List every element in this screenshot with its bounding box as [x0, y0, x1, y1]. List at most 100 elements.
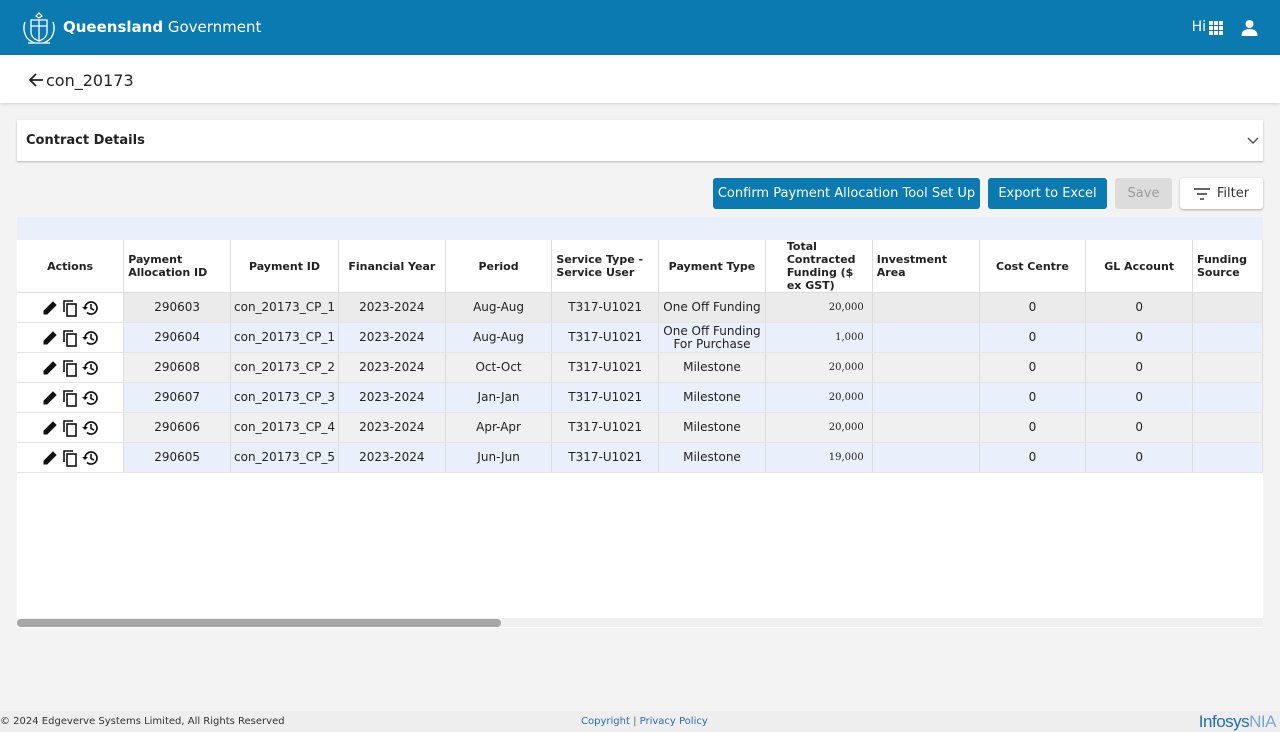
cell-financial-year: 2023-2024: [338, 412, 446, 443]
col-header-payment-id[interactable]: Payment ID: [230, 240, 339, 293]
horizontal-scrollbar-track[interactable]: [17, 618, 1263, 627]
cell-financial-year: 2023-2024: [338, 322, 446, 353]
history-icon[interactable]: [81, 419, 99, 437]
cell-allocation-id: 290603: [123, 292, 231, 323]
col-header-allocation-id[interactable]: Payment Allocation ID: [123, 240, 231, 293]
col-header-period[interactable]: Period: [445, 240, 553, 293]
cell-period: Oct-Oct: [445, 352, 553, 383]
horizontal-scrollbar-thumb[interactable]: [17, 619, 501, 627]
history-icon[interactable]: [81, 389, 99, 407]
chevron-down-icon: [1247, 137, 1259, 145]
edit-icon[interactable]: [41, 359, 59, 377]
user-greeting: Hi: [1191, 19, 1206, 35]
cell-funding-source: [1192, 442, 1263, 473]
page-title: con_20173: [46, 71, 134, 90]
cell-service: T317-U1021: [551, 292, 660, 323]
cell-investment-area: [872, 322, 980, 353]
cell-service: T317-U1021: [551, 442, 660, 473]
col-header-service[interactable]: Service Type - Service User: [551, 240, 660, 293]
cell-service: T317-U1021: [551, 412, 660, 443]
cell-gl-account: 0: [1085, 352, 1193, 383]
col-header-actions[interactable]: Actions: [17, 240, 125, 293]
cell-funding-source: [1192, 352, 1263, 383]
table-row[interactable]: 290606 con_20173_CP_4 2023-2024 Apr-Apr T317…: [17, 412, 1263, 443]
footer: © 2024 Edgeverve Systems Limited, All Ri…: [0, 711, 1280, 732]
edit-icon[interactable]: [41, 299, 59, 317]
footer-links: Copyright | Privacy Policy: [581, 716, 708, 727]
brand-name: Queensland Government: [63, 18, 262, 36]
copy-icon[interactable]: [61, 329, 79, 347]
cell-cost-centre: 0: [979, 322, 1087, 353]
cell-cost-centre: 0: [979, 352, 1087, 383]
cell-investment-area: [872, 382, 980, 413]
contract-details-accordion[interactable]: Contract Details: [17, 120, 1263, 161]
filter-button[interactable]: Filter: [1180, 178, 1263, 209]
edit-icon[interactable]: [41, 329, 59, 347]
cell-funding: 20,000: [765, 412, 873, 443]
cell-funding-source: [1192, 382, 1263, 413]
cell-financial-year: 2023-2024: [338, 352, 446, 383]
footer-separator: |: [633, 716, 637, 727]
app-header: Queensland Government Hi: [0, 0, 1280, 55]
cell-payment-type: Milestone: [658, 382, 766, 413]
cell-funding: 19,000: [765, 442, 873, 473]
cell-service: T317-U1021: [551, 382, 660, 413]
col-header-gl-account[interactable]: GL Account: [1085, 240, 1193, 293]
history-icon[interactable]: [81, 449, 99, 467]
cell-investment-area: [872, 292, 980, 323]
history-icon[interactable]: [81, 359, 99, 377]
edit-icon[interactable]: [41, 419, 59, 437]
cell-investment-area: [872, 352, 980, 383]
table-row[interactable]: 290603 con_20173_CP_1 2023-2024 Aug-Aug T317…: [17, 292, 1263, 323]
col-header-financial-year[interactable]: Financial Year: [338, 240, 446, 293]
cell-payment-id: con_20173_CP_1: [230, 322, 339, 353]
cell-financial-year: 2023-2024: [338, 292, 446, 323]
cell-period: Jun-Jun: [445, 442, 553, 473]
cell-cost-centre: 0: [979, 412, 1087, 443]
cell-payment-type: Milestone: [658, 442, 766, 473]
edit-icon[interactable]: [41, 389, 59, 407]
edit-icon[interactable]: [41, 449, 59, 467]
cell-payment-id: con_20173_CP_4: [230, 412, 339, 443]
cell-payment-id: con_20173_CP_3: [230, 382, 339, 413]
cell-period: Aug-Aug: [445, 322, 553, 353]
cell-funding: 20,000: [765, 352, 873, 383]
history-icon[interactable]: [81, 299, 99, 317]
copy-icon[interactable]: [61, 449, 79, 467]
row-actions-cell: [17, 292, 125, 323]
table-row[interactable]: 290605 con_20173_CP_5 2023-2024 Jun-Jun T317…: [17, 442, 1263, 473]
col-header-funding-source[interactable]: Funding Source: [1192, 240, 1263, 293]
cell-payment-id: con_20173_CP_1: [230, 292, 339, 323]
back-arrow-icon[interactable]: [28, 72, 44, 88]
cell-funding-source: [1192, 292, 1263, 323]
table-row[interactable]: 290604 con_20173_CP_1 2023-2024 Aug-Aug T317…: [17, 322, 1263, 353]
confirm-payment-allocation-button[interactable]: Confirm Payment Allocation Tool Set Up: [713, 178, 980, 209]
grid-toolbar-strip: [17, 217, 1263, 240]
copy-icon[interactable]: [61, 359, 79, 377]
cell-payment-id: con_20173_CP_5: [230, 442, 339, 473]
privacy-policy-link[interactable]: Privacy Policy: [639, 716, 708, 727]
col-header-cost-centre[interactable]: Cost Centre: [979, 240, 1087, 293]
copy-icon[interactable]: [61, 299, 79, 317]
cell-funding: 20,000: [765, 292, 873, 323]
apps-grid-icon[interactable]: [1209, 21, 1223, 35]
cell-gl-account: 0: [1085, 412, 1193, 443]
table-header-row: Actions Payment Allocation ID Payment ID…: [17, 240, 1263, 293]
copy-icon[interactable]: [61, 389, 79, 407]
col-header-investment-area[interactable]: Investment Area: [872, 240, 980, 293]
filter-label: Filter: [1216, 186, 1250, 201]
col-header-funding[interactable]: Total Contracted Funding ($ ex GST): [765, 240, 873, 293]
table-row[interactable]: 290608 con_20173_CP_2 2023-2024 Oct-Oct T317…: [17, 352, 1263, 383]
cell-funding: 1,000: [765, 322, 873, 353]
user-icon[interactable]: [1241, 19, 1258, 36]
cell-payment-type: Milestone: [658, 412, 766, 443]
copyright-link[interactable]: Copyright: [581, 716, 630, 727]
export-to-excel-button[interactable]: Export to Excel: [988, 178, 1107, 209]
col-header-payment-type[interactable]: Payment Type: [658, 240, 766, 293]
history-icon[interactable]: [81, 329, 99, 347]
infosys-nia-logo: InfosysNIA: [1198, 712, 1277, 731]
table-row[interactable]: 290607 con_20173_CP_3 2023-2024 Jan-Jan T317…: [17, 382, 1263, 413]
cell-financial-year: 2023-2024: [338, 382, 446, 413]
copy-icon[interactable]: [61, 419, 79, 437]
row-actions-cell: [17, 442, 125, 473]
